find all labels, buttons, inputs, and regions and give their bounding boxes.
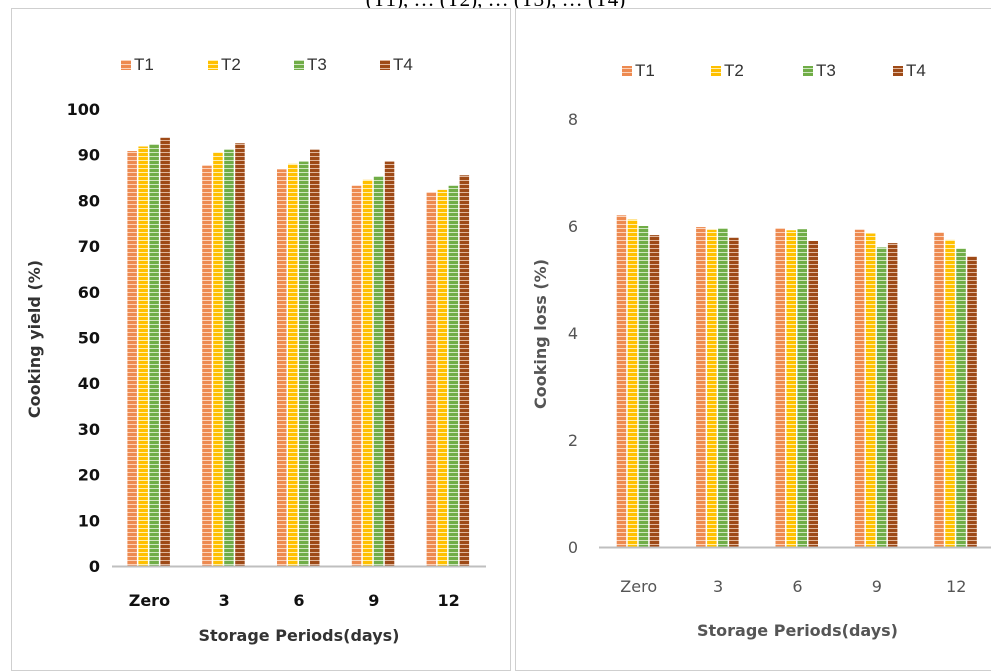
- figure-caption-text: (T1), … (T2), … (T3), … (T4): [0, 0, 991, 12]
- cooking-yield-chart: T1 T2 T3 T4 0 10 20 30 40 50 60 70 80 90 100 Zero 3 6 9 12 S…: [25, 55, 486, 645]
- bar-t2-12: [945, 239, 955, 547]
- y-tick-label: 4: [568, 324, 578, 343]
- x-axis-title: Storage Periods(days): [697, 621, 898, 640]
- legend-swatch-t3: [803, 66, 813, 76]
- bar-t1-3: [202, 165, 212, 566]
- legend-swatch-t1: [622, 66, 632, 76]
- legend-label-t1: T1: [134, 55, 154, 74]
- y-tick-label: 80: [78, 191, 100, 210]
- bar-t2-6: [288, 163, 298, 566]
- bar-t1-12: [934, 232, 944, 548]
- bar-t3-3: [718, 228, 728, 547]
- bar-t4-6: [808, 240, 818, 548]
- legend-label-t3: T3: [307, 55, 327, 74]
- bar-t2-6: [786, 230, 796, 547]
- y-tick-label: 70: [78, 237, 100, 256]
- x-axis-title: Storage Periods(days): [199, 626, 400, 645]
- bar-t2-9: [362, 179, 373, 566]
- bar-t2-9: [865, 233, 876, 548]
- bar-t1-zero: [127, 151, 137, 566]
- x-tick-label: 12: [437, 591, 459, 610]
- y-tick-label: 0: [568, 538, 578, 557]
- bar-t3-12: [448, 185, 459, 566]
- bar-t2-3: [213, 152, 223, 567]
- figure-caption: (T1), … (T2), … (T3), … (T4): [0, 0, 991, 14]
- legend-label-t4: T4: [393, 55, 413, 74]
- bar-t3-zero: [149, 144, 159, 566]
- legend-label-t4: T4: [906, 61, 926, 80]
- bar-t1-9: [854, 229, 865, 547]
- x-tick-label: 9: [368, 591, 379, 610]
- cooking-loss-chart: T1 T2 T3 T4 0 2 4 6 8 Zero 3 6 9 12 Storage Periods(da…: [531, 61, 991, 640]
- bar-t3-6: [797, 229, 807, 547]
- x-tick-label: 3: [219, 591, 230, 610]
- y-tick-label: 90: [78, 146, 100, 165]
- x-tick-label: Zero: [620, 577, 657, 596]
- bar-t2-zero: [138, 146, 148, 566]
- bar-t1-6: [277, 169, 287, 566]
- bar-t1-zero: [616, 215, 627, 548]
- legend-swatch-t2: [711, 66, 721, 76]
- bar-t1-3: [696, 227, 706, 547]
- y-tick-label: 50: [78, 329, 100, 348]
- x-tick-label: 6: [293, 591, 304, 610]
- bar-t4-12: [967, 256, 977, 547]
- bar-t4-9: [384, 161, 395, 566]
- y-tick-label: 20: [78, 466, 100, 485]
- bar-t4-9: [887, 243, 898, 547]
- legend-label-t2: T2: [221, 55, 241, 74]
- x-tick-label: Zero: [129, 591, 170, 610]
- legend-label-t1: T1: [635, 61, 655, 80]
- bar-t4-3: [235, 143, 245, 566]
- bar-t2-12: [437, 189, 448, 566]
- x-tick-label: 12: [946, 577, 966, 596]
- x-tick-label: 9: [872, 577, 882, 596]
- bar-t2-zero: [627, 219, 638, 547]
- chart-panel-cooking-loss: T1 T2 T3 T4 0 2 4 6 8 Zero 3 6 9 12 Storage Periods(da…: [515, 8, 991, 671]
- bar-t3-12: [956, 248, 966, 547]
- bar-t3-3: [224, 149, 234, 566]
- bar-t4-12: [459, 175, 470, 566]
- y-tick-label: 100: [67, 100, 100, 119]
- x-tick-label: 3: [713, 577, 723, 596]
- bar-t3-6: [299, 161, 309, 566]
- y-tick-label: 8: [568, 110, 578, 129]
- y-axis-title: Cooking loss (%): [531, 259, 550, 409]
- y-tick-label: 40: [78, 374, 100, 393]
- bar-t2-3: [707, 229, 717, 547]
- bar-t3-zero: [638, 226, 649, 547]
- bar-t4-zero: [649, 235, 660, 547]
- x-tick-label: 6: [792, 577, 802, 596]
- bar-t4-6: [310, 149, 320, 566]
- legend-swatch-t4: [893, 66, 903, 76]
- legend-swatch-t2: [208, 60, 218, 70]
- bar-t1-9: [351, 185, 362, 566]
- chart-panel-cooking-yield: T1 T2 T3 T4 0 10 20 30 40 50 60 70 80 90 100 Zero 3 6 9 12 S…: [11, 8, 511, 671]
- legend-label-t2: T2: [724, 61, 744, 80]
- y-tick-label: 60: [78, 283, 100, 302]
- legend-label-t3: T3: [816, 61, 836, 80]
- bar-t1-12: [426, 192, 437, 566]
- y-tick-label: 0: [89, 557, 100, 576]
- legend-swatch-t4: [380, 60, 390, 70]
- y-tick-label: 10: [78, 511, 100, 530]
- legend-swatch-t1: [121, 60, 131, 70]
- y-tick-label: 2: [568, 431, 578, 450]
- y-tick-label: 30: [78, 420, 100, 439]
- bar-t3-9: [373, 176, 384, 566]
- y-axis-title: Cooking yield (%): [25, 260, 44, 418]
- bar-t4-zero: [160, 137, 170, 566]
- y-tick-label: 6: [568, 217, 578, 236]
- bar-t4-3: [729, 237, 739, 547]
- legend-swatch-t3: [294, 60, 304, 70]
- bar-t1-6: [775, 228, 785, 547]
- bar-t3-9: [876, 247, 887, 547]
